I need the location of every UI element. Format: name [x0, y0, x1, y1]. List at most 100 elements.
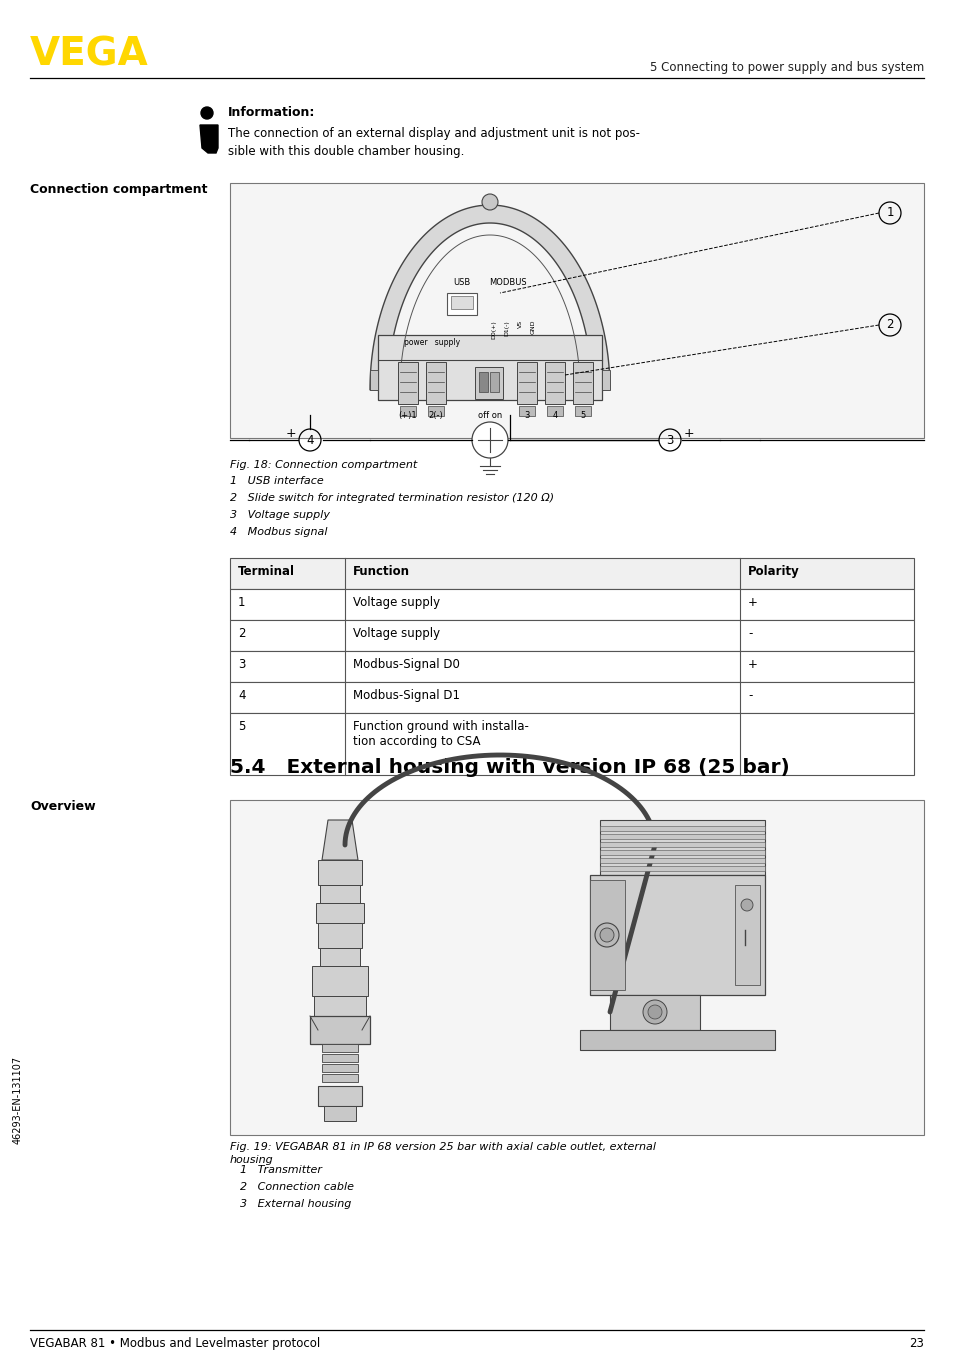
Bar	[599, 826, 764, 831]
Text: 5: 5	[579, 412, 585, 420]
Bar	[230, 714, 913, 774]
Bar	[322, 1044, 357, 1052]
Text: -: -	[747, 689, 752, 701]
Bar	[310, 1016, 370, 1044]
Text: Overview: Overview	[30, 800, 95, 812]
Text: VEGA: VEGA	[30, 37, 149, 74]
Text: Terminal: Terminal	[237, 565, 294, 578]
Bar	[575, 406, 590, 416]
Circle shape	[472, 422, 507, 458]
Bar	[377, 334, 601, 399]
Text: MODBUS: MODBUS	[489, 278, 526, 287]
Bar	[599, 842, 764, 848]
Bar	[399, 406, 416, 416]
Bar	[370, 370, 377, 390]
Circle shape	[740, 899, 752, 911]
Polygon shape	[200, 125, 218, 153]
Text: 2(-): 2(-)	[428, 412, 443, 420]
Bar	[312, 965, 368, 997]
Text: −: −	[715, 436, 724, 445]
Text: Modbus-Signal D0: Modbus-Signal D0	[353, 658, 459, 672]
Text: 4: 4	[237, 689, 245, 701]
Bar	[230, 682, 913, 714]
Bar	[230, 589, 913, 620]
Bar	[734, 886, 760, 984]
Text: 3: 3	[665, 433, 673, 447]
Bar	[475, 367, 502, 399]
Circle shape	[642, 1001, 666, 1024]
Text: 1   Transmitter: 1 Transmitter	[240, 1164, 322, 1175]
Text: GND: GND	[530, 320, 535, 334]
Text: Modbus-Signal D1: Modbus-Signal D1	[353, 689, 459, 701]
Text: Fig. 19: VEGABAR 81 in IP 68 version 25 bar with axial cable outlet, external
ho: Fig. 19: VEGABAR 81 in IP 68 version 25 …	[230, 1141, 656, 1166]
Bar	[599, 834, 764, 839]
Bar	[573, 362, 593, 403]
Text: VS: VS	[517, 320, 522, 328]
Bar	[317, 1086, 361, 1106]
Bar	[451, 297, 473, 309]
Bar	[589, 880, 624, 990]
Text: 2: 2	[237, 627, 245, 640]
Text: 23: 23	[908, 1336, 923, 1350]
Text: 2: 2	[885, 318, 893, 332]
Text: +: +	[747, 658, 757, 672]
Bar	[230, 620, 913, 651]
Bar	[599, 821, 764, 875]
Bar	[490, 372, 498, 393]
Circle shape	[647, 1005, 661, 1020]
Text: 3: 3	[237, 658, 245, 672]
Text: Voltage supply: Voltage supply	[353, 596, 439, 609]
Text: VEGABAR 81 • Modbus and Levelmaster protocol: VEGABAR 81 • Modbus and Levelmaster prot…	[30, 1336, 320, 1350]
Text: Connection compartment: Connection compartment	[30, 183, 208, 196]
Bar	[544, 362, 564, 403]
Bar	[230, 651, 913, 682]
Bar	[609, 995, 700, 1030]
Text: (+)1: (+)1	[398, 412, 416, 420]
Circle shape	[481, 194, 497, 210]
Text: The connection of an external display and adjustment unit is not pos-
sible with: The connection of an external display an…	[228, 127, 639, 158]
Text: Function ground with installa-
tion according to CSA: Function ground with installa- tion acco…	[353, 720, 528, 747]
Text: 4   Modbus signal: 4 Modbus signal	[230, 527, 327, 538]
Bar	[447, 292, 476, 315]
Text: +: +	[747, 596, 757, 609]
Bar	[599, 867, 764, 871]
Bar	[546, 406, 562, 416]
Bar	[319, 886, 359, 903]
Bar	[322, 1053, 357, 1062]
Text: Fig. 18: Connection compartment: Fig. 18: Connection compartment	[230, 460, 416, 470]
Text: -: -	[747, 627, 752, 640]
Text: 46293-EN-131107: 46293-EN-131107	[13, 1056, 23, 1144]
Text: −: −	[243, 436, 253, 445]
Text: 3: 3	[524, 412, 529, 420]
Text: USB: USB	[453, 278, 470, 287]
Bar	[601, 370, 609, 390]
Text: 4: 4	[306, 433, 314, 447]
Bar	[314, 997, 366, 1016]
Text: Voltage supply: Voltage supply	[353, 627, 439, 640]
Text: 1   USB interface: 1 USB interface	[230, 477, 323, 486]
Bar	[324, 1106, 355, 1121]
Bar	[518, 406, 535, 416]
Text: power   supply: power supply	[403, 338, 459, 347]
Text: 1: 1	[885, 207, 893, 219]
Circle shape	[595, 923, 618, 946]
Polygon shape	[370, 204, 609, 390]
Bar	[322, 1064, 357, 1072]
Text: 1: 1	[237, 596, 245, 609]
Text: Polarity: Polarity	[747, 565, 799, 578]
Text: 2   Slide switch for integrated termination resistor (120 Ω): 2 Slide switch for integrated terminatio…	[230, 493, 554, 502]
Polygon shape	[322, 821, 357, 860]
Bar	[517, 362, 537, 403]
Circle shape	[599, 927, 614, 942]
Bar	[478, 372, 488, 393]
Text: 2   Connection cable: 2 Connection cable	[240, 1182, 354, 1192]
Text: 3   Voltage supply: 3 Voltage supply	[230, 510, 330, 520]
Bar	[319, 948, 359, 965]
Text: D1(-): D1(-)	[504, 320, 509, 336]
Text: +: +	[683, 427, 694, 440]
Bar	[230, 800, 923, 1135]
Text: D0(+): D0(+)	[491, 320, 496, 338]
Bar	[322, 1074, 357, 1082]
Bar	[428, 406, 443, 416]
Bar	[599, 858, 764, 862]
